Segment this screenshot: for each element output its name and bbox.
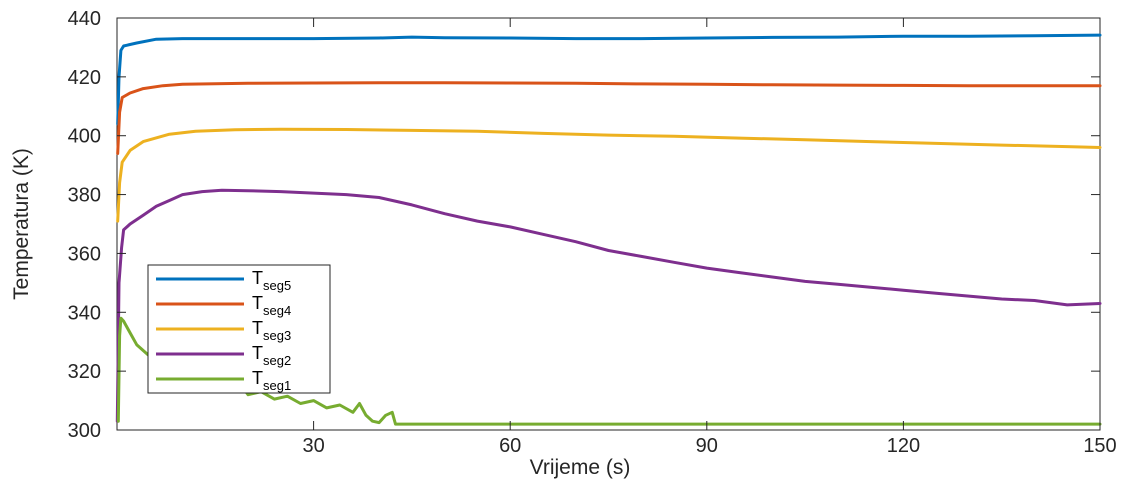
y-tick-label: 380 bbox=[68, 185, 101, 207]
x-tick-label: 30 bbox=[302, 435, 324, 457]
y-tick-label: 440 bbox=[68, 8, 101, 30]
series-line-t-seg1 bbox=[116, 316, 1102, 426]
y-tick-label: 420 bbox=[68, 67, 101, 89]
x-axis-label: Vrijeme (s) bbox=[530, 456, 631, 479]
x-tick-label: 150 bbox=[1083, 435, 1116, 457]
legend-label-t-seg5: Tseg5 bbox=[252, 268, 291, 293]
tick-layer: 30 60 90 120 150 300 320 340 360 380 400 420 440 bbox=[68, 8, 1117, 457]
legend-label-t-seg1: Tseg1 bbox=[252, 368, 291, 393]
y-axis-label: Temperatura (K) bbox=[10, 148, 33, 300]
y-tick-label: 400 bbox=[68, 126, 101, 148]
legend-label-t-seg2: Tseg2 bbox=[252, 343, 291, 368]
x-tick-label: 120 bbox=[887, 435, 920, 457]
series-line-t-seg3 bbox=[116, 127, 1102, 223]
series-line-t-seg5 bbox=[116, 33, 1102, 126]
y-tick-label: 320 bbox=[68, 361, 101, 383]
series-line-t-seg2 bbox=[115, 188, 1102, 423]
x-tick-label: 60 bbox=[499, 435, 521, 457]
legend-label-t-seg4: Tseg4 bbox=[252, 293, 291, 318]
y-tick-label: 300 bbox=[68, 420, 101, 442]
x-tick-label: 90 bbox=[696, 435, 718, 457]
series-layer bbox=[115, 33, 1102, 426]
y-tick-label: 360 bbox=[68, 243, 101, 265]
y-tick-label: 340 bbox=[68, 302, 101, 324]
legend-label-t-seg3: Tseg3 bbox=[252, 318, 291, 343]
series-line-t-seg4 bbox=[116, 81, 1102, 155]
